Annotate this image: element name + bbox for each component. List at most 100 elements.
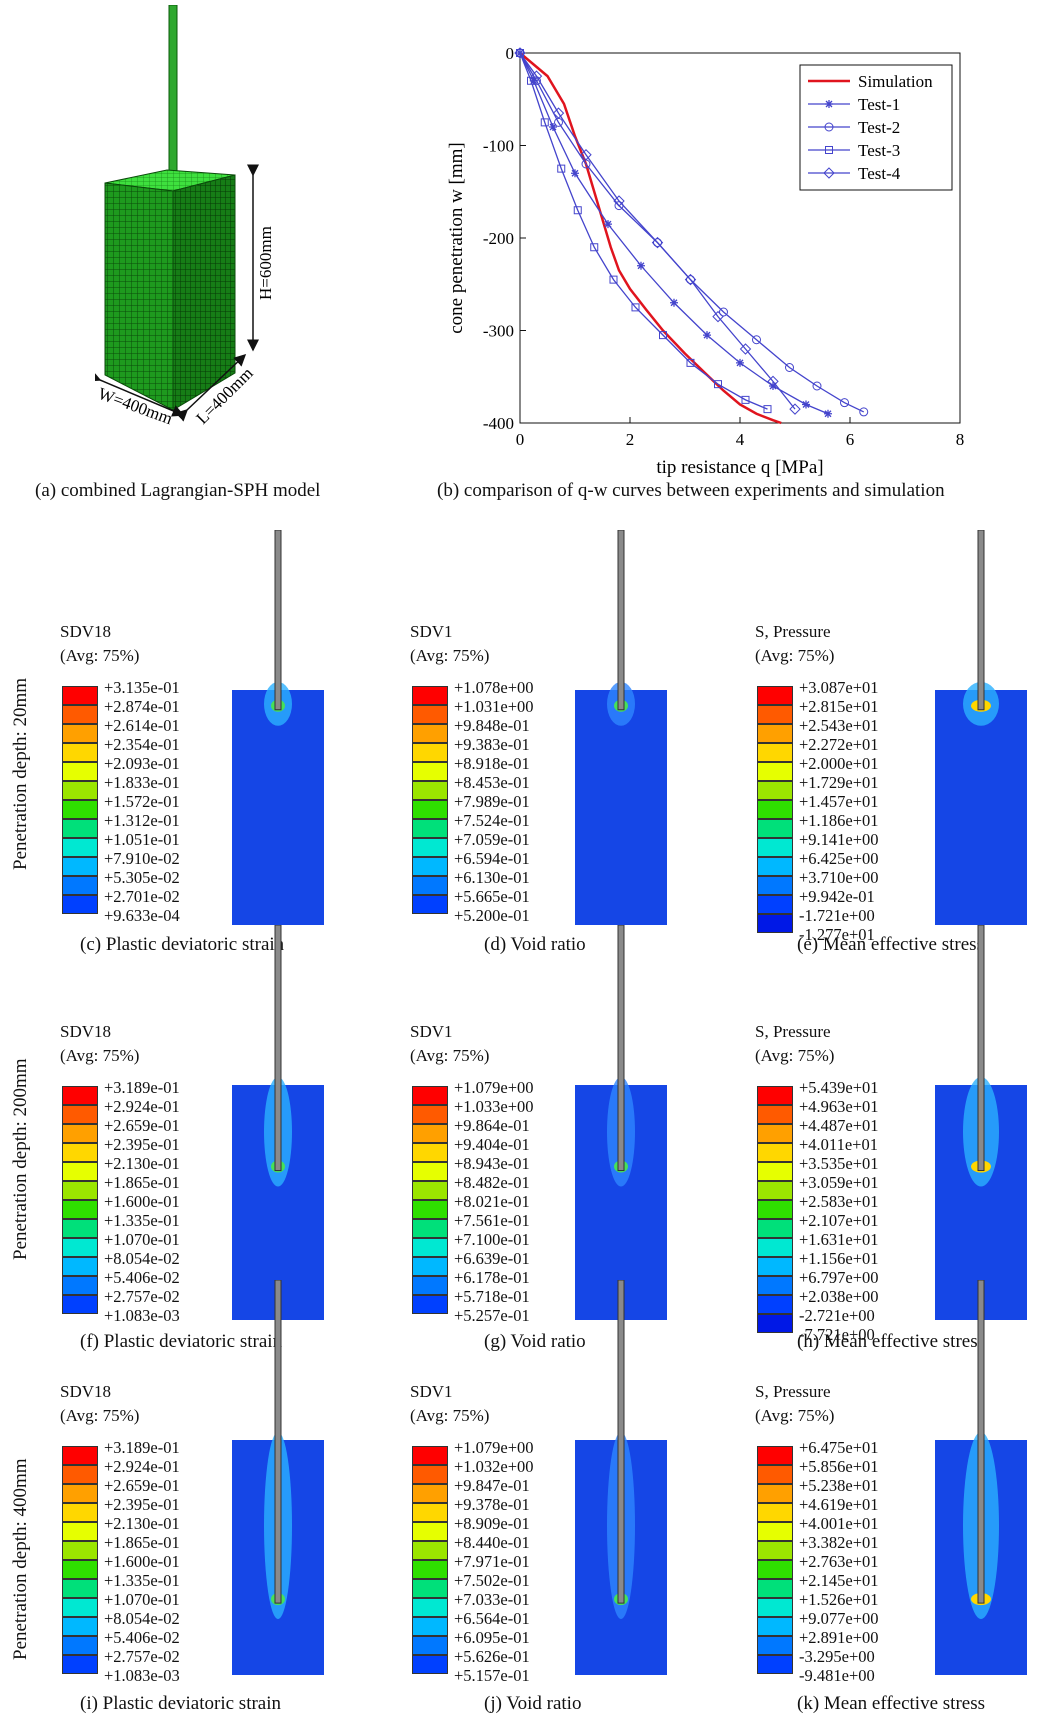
legend-swatch	[62, 762, 98, 781]
legend-swatch	[62, 686, 98, 705]
legend-swatch	[757, 781, 793, 800]
legend-swatch	[757, 762, 793, 781]
panel-caption: (d) Void ratio	[484, 934, 586, 955]
contour-model-plot	[935, 925, 1027, 1320]
legend-swatch	[412, 1086, 448, 1105]
legend-value: +1.051e-01	[104, 830, 180, 849]
legend-swatch	[757, 1560, 793, 1579]
legend-swatch	[757, 1200, 793, 1219]
row-label-200mm: Penetration depth: 200mm	[10, 1058, 31, 1260]
legend-value: +1.600e-01	[104, 1192, 180, 1211]
legend-value: +6.130e-01	[454, 868, 530, 887]
legend-swatch	[412, 1560, 448, 1579]
legend-swatch	[412, 1579, 448, 1598]
data-point	[653, 238, 662, 248]
data-point	[714, 380, 722, 389]
legend-value: +9.383e-01	[454, 735, 530, 754]
legend-value: +7.989e-01	[454, 792, 530, 811]
legend-value: +4.001e+01	[799, 1514, 879, 1533]
legend-value: +5.238e+01	[799, 1476, 879, 1495]
legend-swatch	[62, 1181, 98, 1200]
caption-b: (b) comparison of q-w curves between exp…	[437, 480, 945, 501]
legend-value: +5.665e-01	[454, 887, 530, 906]
legend-swatch	[757, 914, 793, 933]
contour-model-plot	[575, 925, 667, 1320]
data-point	[763, 405, 772, 414]
legend-swatch	[62, 781, 98, 800]
legend-value: +2.543e+01	[799, 716, 879, 735]
legend-value: +4.487e+01	[799, 1116, 879, 1135]
legend-value: +1.032e+00	[454, 1457, 534, 1476]
legend-value: +1.335e-01	[104, 1571, 180, 1590]
legend-averaging: (Avg: 75%)	[410, 1406, 490, 1425]
legend-swatch	[62, 895, 98, 914]
data-point	[789, 403, 801, 415]
legend-swatch	[757, 1124, 793, 1143]
legend-value: +1.335e-01	[104, 1211, 180, 1230]
y-tick-label: -300	[483, 322, 514, 341]
legend-swatch	[62, 1276, 98, 1295]
legend-swatch	[412, 1522, 448, 1541]
legend-value: +1.729e+01	[799, 773, 879, 792]
data-point	[571, 169, 579, 178]
data-point	[824, 122, 834, 132]
legend-value: +1.865e-01	[104, 1533, 180, 1552]
legend-swatch	[62, 876, 98, 895]
legend-averaging: (Avg: 75%)	[60, 1406, 140, 1425]
legend-value: +1.312e-01	[104, 811, 180, 830]
legend-swatch	[62, 1503, 98, 1522]
legend-swatch	[412, 762, 448, 781]
soil-domain	[575, 690, 667, 925]
legend-swatch	[412, 1219, 448, 1238]
caption-a: (a) combined Lagrangian-SPH model	[35, 480, 321, 501]
legend-swatch	[62, 1636, 98, 1655]
data-point	[557, 164, 566, 173]
data-point	[530, 70, 543, 82]
legend-value: +7.561e-01	[454, 1211, 530, 1230]
legend-swatch	[62, 1655, 98, 1674]
y-tick-label: -400	[483, 414, 514, 433]
legend-swatch	[62, 1219, 98, 1238]
legend-value: +1.600e-01	[104, 1552, 180, 1571]
soil-domain	[232, 690, 324, 925]
legend-swatch	[412, 819, 448, 838]
legend-value: +1.526e+01	[799, 1590, 879, 1609]
legend-value: +6.095e-01	[454, 1628, 530, 1647]
legend-value: +1.865e-01	[104, 1173, 180, 1192]
legend-swatch	[412, 1257, 448, 1276]
legend-value: +3.059e+01	[799, 1173, 879, 1192]
cone-rod	[617, 925, 625, 1172]
soil-block-side	[172, 174, 236, 411]
legend-value: +1.833e-01	[104, 773, 180, 792]
data-point	[580, 149, 592, 161]
legend-swatch	[62, 1257, 98, 1276]
legend-swatch	[62, 1200, 98, 1219]
legend-value: +2.757e-02	[104, 1287, 180, 1306]
data-point	[752, 335, 761, 345]
data-point	[859, 407, 869, 417]
legend-value: +2.815e+01	[799, 697, 879, 716]
legend-value: +2.924e-01	[104, 1097, 180, 1116]
legend-swatch	[757, 1219, 793, 1238]
data-point	[785, 363, 794, 372]
data-point	[825, 146, 833, 154]
legend-value: +6.564e-01	[454, 1609, 530, 1628]
legend-value: +2.659e-01	[104, 1116, 180, 1135]
data-point	[613, 195, 625, 207]
legend-swatch	[757, 1314, 793, 1333]
legend-value: +1.083e-03	[104, 1666, 180, 1685]
panel-caption: (j) Void ratio	[484, 1693, 582, 1714]
legend-swatch	[62, 1105, 98, 1124]
data-point	[824, 409, 832, 418]
legend-value: +9.404e-01	[454, 1135, 530, 1154]
data-point	[609, 275, 618, 284]
legend-value: +9.942e-01	[799, 887, 875, 906]
x-tick-label: 0	[516, 430, 525, 449]
cone-rod	[274, 925, 282, 1172]
legend-swatch	[62, 1560, 98, 1579]
legend-swatch	[62, 705, 98, 724]
legend-swatch	[757, 1541, 793, 1560]
data-point	[823, 167, 835, 179]
data-point	[812, 381, 822, 391]
legend-value: -3.295e+00	[799, 1647, 875, 1666]
